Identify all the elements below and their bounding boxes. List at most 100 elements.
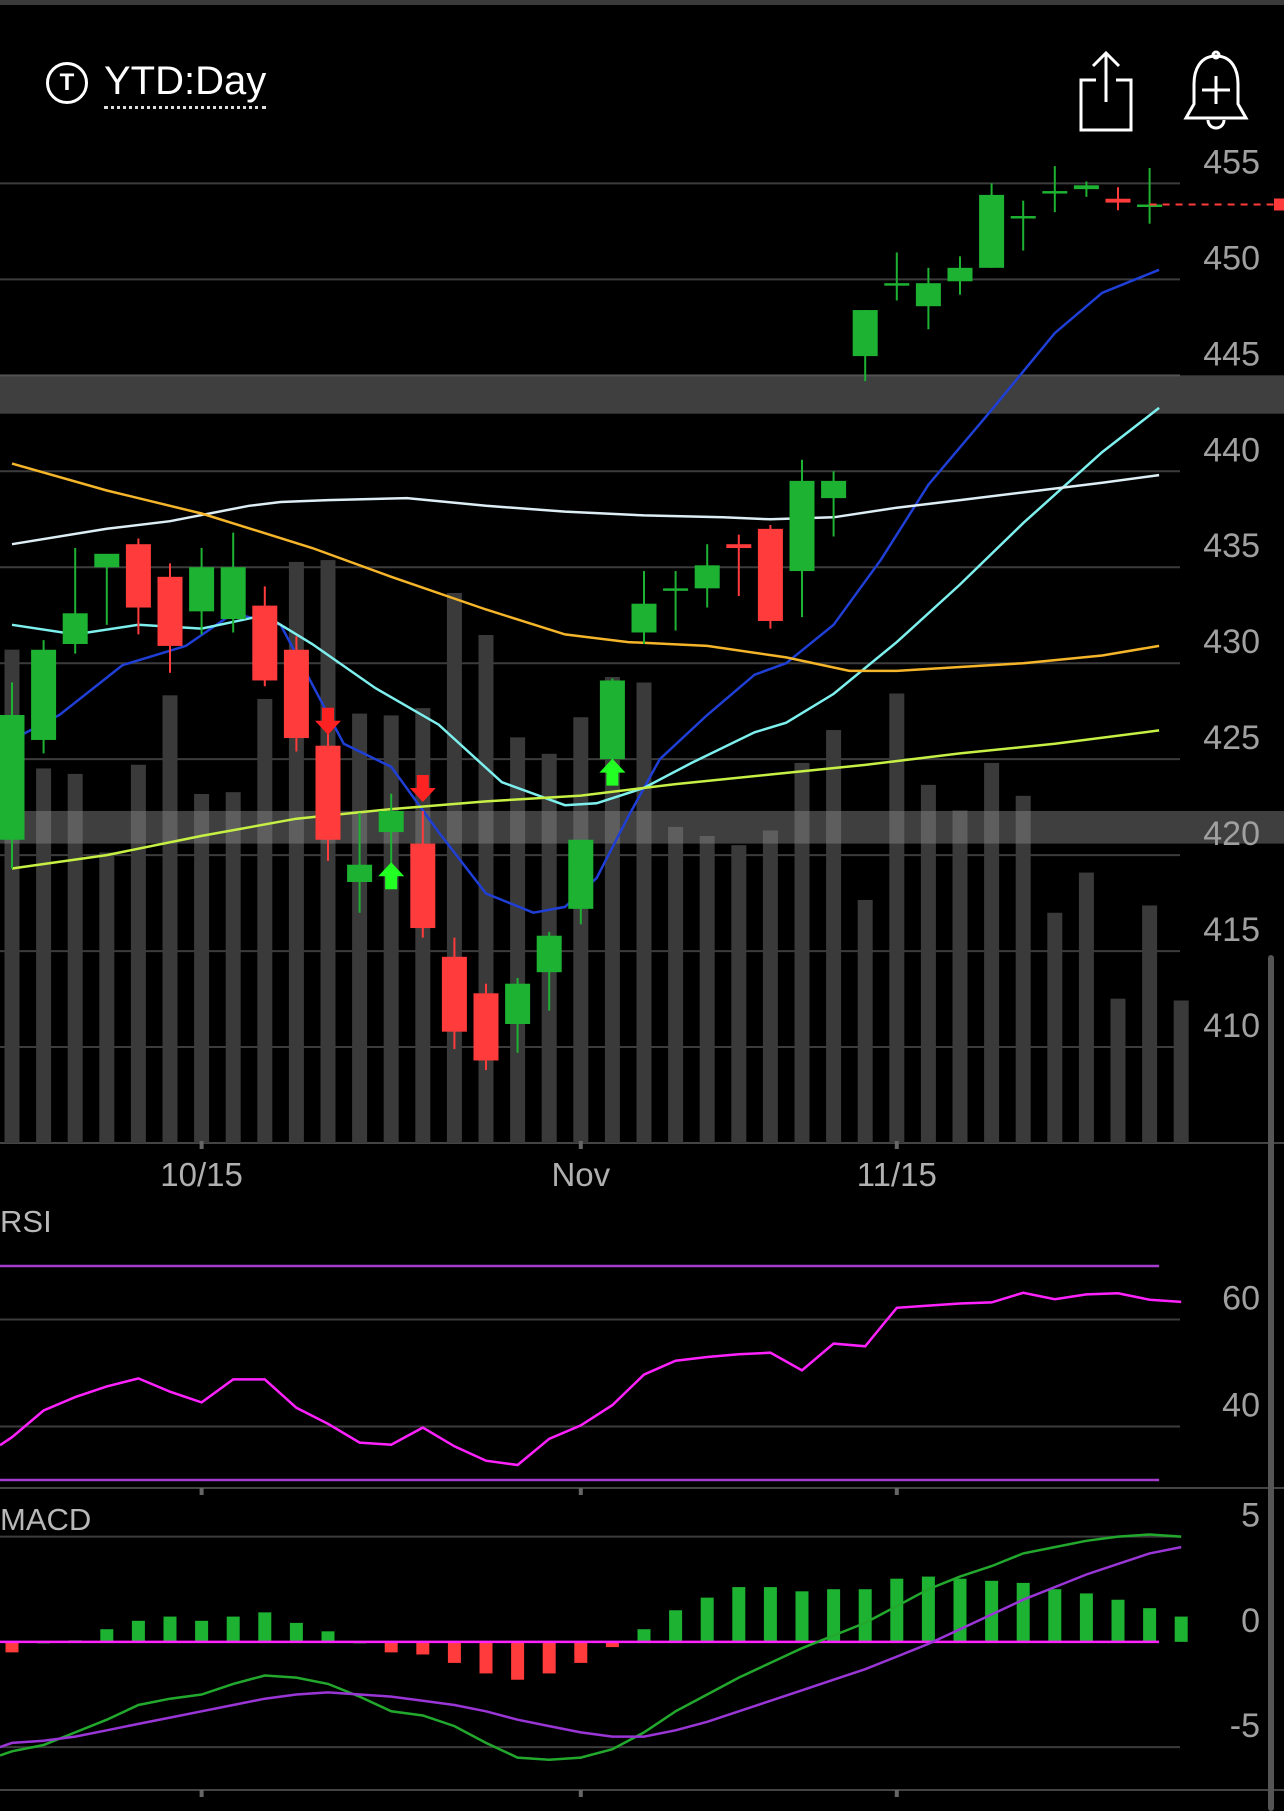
macd-histogram-bar xyxy=(637,1629,651,1642)
macd-histogram-bar xyxy=(163,1616,177,1642)
candle-body xyxy=(979,194,1005,268)
candle-body xyxy=(947,267,973,282)
macd-panel: MACD 5 0 -5 xyxy=(0,1497,1284,1797)
price-tick-label: 440 xyxy=(1203,431,1260,469)
macd-histogram-bar xyxy=(574,1641,588,1663)
macd-histogram-bar xyxy=(384,1641,398,1653)
macd-histogram-bar xyxy=(100,1629,114,1642)
rsi-line xyxy=(0,1291,1182,1467)
volume-bar xyxy=(920,784,936,1143)
macd-histogram-bar xyxy=(795,1591,809,1642)
candle-body xyxy=(694,565,720,589)
candle-body xyxy=(568,839,594,909)
price-tick-label: 415 xyxy=(1203,911,1260,949)
rsi-tick-label: 60 xyxy=(1222,1280,1260,1318)
chart-header: T YTD:Day xyxy=(0,20,1284,132)
candle-body xyxy=(599,680,625,760)
candle xyxy=(220,532,246,633)
candle xyxy=(1137,168,1163,224)
candle xyxy=(189,548,215,635)
bell-plus-icon xyxy=(1183,50,1249,130)
volume-bar xyxy=(731,845,747,1143)
scrollbar[interactable] xyxy=(1268,955,1274,1811)
moving-average-line xyxy=(11,462,1160,673)
candle-body xyxy=(315,745,341,840)
volume-bar xyxy=(794,762,810,1143)
share-button[interactable] xyxy=(1076,50,1136,134)
buy-signal-arrow xyxy=(378,862,405,890)
volume-bar xyxy=(446,592,462,1143)
volume-bar xyxy=(668,826,684,1143)
macd-histogram-bar xyxy=(511,1641,525,1680)
candle-body xyxy=(821,480,847,499)
candle-body xyxy=(31,649,57,740)
volume-bar xyxy=(857,899,873,1143)
candle-body xyxy=(125,544,151,608)
macd-title: MACD xyxy=(0,1502,91,1537)
price-tick-label: 420 xyxy=(1203,815,1260,853)
candle-body xyxy=(473,993,499,1061)
price-zone xyxy=(0,375,1284,414)
candle xyxy=(694,544,720,608)
price-zone xyxy=(0,810,1284,844)
rsi-tick-label: 40 xyxy=(1222,1387,1260,1425)
candle-body xyxy=(220,567,246,620)
candle xyxy=(947,256,973,295)
candle xyxy=(821,471,847,537)
volume-bar xyxy=(257,698,273,1143)
candle xyxy=(252,586,278,687)
macd-histogram-bar xyxy=(1048,1589,1062,1642)
candle xyxy=(979,183,1005,268)
macd-histogram-bar xyxy=(1016,1582,1030,1642)
macd-histogram-bar xyxy=(1143,1608,1157,1642)
volume-bar xyxy=(636,682,652,1143)
candle-body xyxy=(441,956,467,1032)
candle xyxy=(1042,166,1068,213)
candle xyxy=(473,983,499,1071)
macd-signal-line xyxy=(0,1545,1182,1749)
volume-bar xyxy=(952,810,968,1143)
volume-bar xyxy=(1078,872,1094,1143)
candle xyxy=(315,730,341,861)
candle xyxy=(283,636,309,752)
candle-body xyxy=(189,567,215,612)
candle xyxy=(852,310,878,382)
macd-histogram-bar xyxy=(131,1620,145,1642)
buy-signal-arrow xyxy=(599,758,626,786)
volume-bar xyxy=(36,768,52,1143)
macd-tick-label: -5 xyxy=(1230,1707,1260,1745)
macd-histogram-bar xyxy=(921,1576,935,1642)
macd-histogram-bar xyxy=(542,1641,556,1674)
macd-histogram-bar xyxy=(447,1641,461,1663)
macd-histogram-bar xyxy=(669,1610,683,1642)
candle xyxy=(125,538,151,635)
volume-bar xyxy=(225,792,241,1143)
candle-body xyxy=(757,528,783,621)
candle xyxy=(1105,187,1131,211)
candle-body xyxy=(505,983,531,1025)
macd-histogram-bar xyxy=(732,1587,746,1642)
candle-body xyxy=(1105,198,1131,203)
candle-body xyxy=(157,576,183,646)
candle xyxy=(631,571,657,644)
add-alert-button[interactable] xyxy=(1180,50,1252,134)
macd-histogram-bar xyxy=(1079,1593,1093,1642)
rsi-title: RSI xyxy=(0,1204,52,1239)
volume-bar xyxy=(1015,795,1031,1143)
moving-average-line xyxy=(11,729,1160,870)
price-tick-label: 455 xyxy=(1203,143,1260,181)
candle-body xyxy=(726,544,752,549)
moving-average-line xyxy=(11,473,1160,546)
macd-histogram-bar xyxy=(479,1641,493,1674)
timeframe-icon: T xyxy=(46,62,88,104)
volume-bar xyxy=(1173,1000,1189,1143)
candle-body xyxy=(1042,191,1068,194)
volume-bar xyxy=(762,830,778,1143)
volume-bar xyxy=(383,715,399,1143)
volume-bar xyxy=(352,713,368,1143)
range-selector[interactable]: T YTD:Day xyxy=(46,48,267,118)
candle-body xyxy=(410,843,436,929)
macd-histogram-bar xyxy=(289,1622,303,1642)
candlesticks[interactable] xyxy=(0,166,1163,1071)
